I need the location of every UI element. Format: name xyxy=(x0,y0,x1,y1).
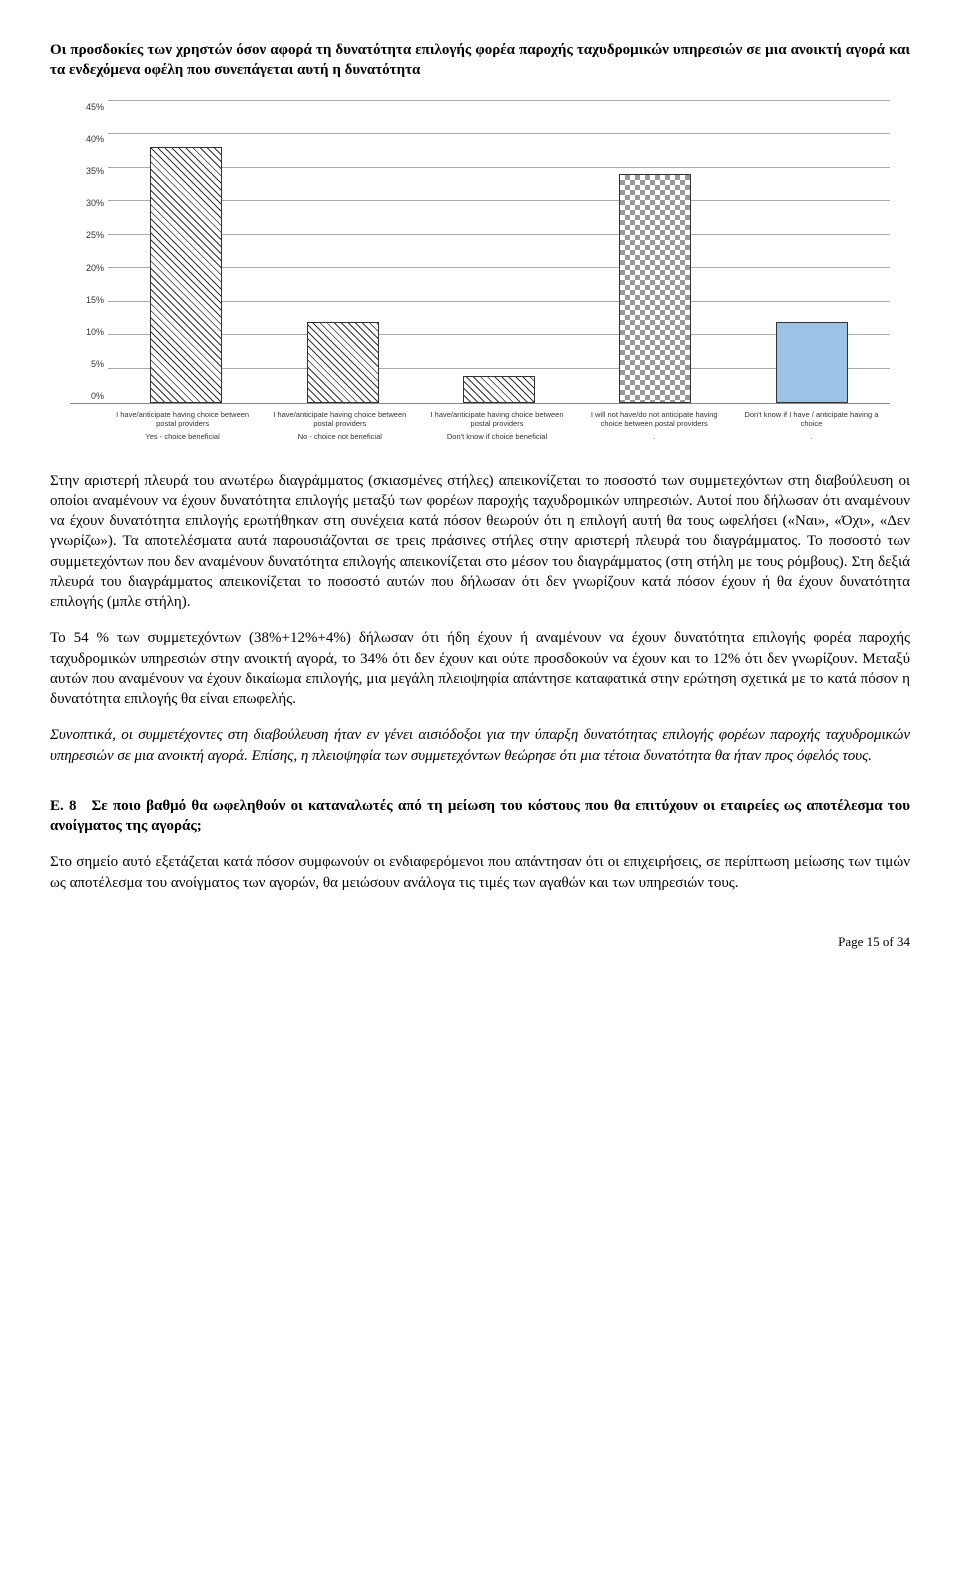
chart-container: 45% 40% 35% 30% 25% 20% 15% 10% 5% 0% I have/anti… xyxy=(50,101,910,441)
x-label-line2: No - choice not beneficial xyxy=(267,432,412,441)
x-tick-label: Don't know if I have / anticipate having… xyxy=(733,404,890,441)
gridline xyxy=(108,368,890,369)
x-label-line1: I have/anticipate having choice between … xyxy=(267,410,412,428)
y-tick-label: 5% xyxy=(91,358,104,370)
x-label-line1: Don't know if I have / anticipate having… xyxy=(739,410,884,428)
gridline xyxy=(108,234,890,235)
x-label-line1: I have/anticipate having choice between … xyxy=(424,410,569,428)
gridline xyxy=(108,167,890,168)
x-tick-label: I have/anticipate having choice between … xyxy=(418,404,575,441)
y-tick-label: 20% xyxy=(86,262,104,274)
gridline xyxy=(108,334,890,335)
x-label-line1: I have/anticipate having choice between … xyxy=(110,410,255,428)
x-axis: I have/anticipate having choice between … xyxy=(70,404,890,441)
paragraph-3-summary: Συνοπτικά, οι συμμετέχοντες στη διαβούλε… xyxy=(50,725,910,766)
gridline xyxy=(108,200,890,201)
gridline xyxy=(108,301,890,302)
x-tick-label: I have/anticipate having choice between … xyxy=(104,404,261,441)
y-axis: 45% 40% 35% 30% 25% 20% 15% 10% 5% 0% xyxy=(70,101,108,403)
section-heading-e8: Ε. 8 Σε ποιο βαθμό θα ωφεληθούν οι καταν… xyxy=(50,796,910,837)
x-label-line1: I will not have/do not anticipate having… xyxy=(582,410,727,428)
y-tick-label: 45% xyxy=(86,101,104,113)
gridline xyxy=(108,100,890,101)
bar-chart: 45% 40% 35% 30% 25% 20% 15% 10% 5% 0% I have/anti… xyxy=(70,101,890,441)
chart-bar xyxy=(307,322,379,403)
chart-bar xyxy=(619,174,691,402)
paragraph-4: Στο σημείο αυτό εξετάζεται κατά πόσον συ… xyxy=(50,852,910,893)
y-tick-label: 10% xyxy=(86,326,104,338)
gridline xyxy=(108,267,890,268)
chart-bar xyxy=(463,376,535,403)
x-label-line2: . xyxy=(582,432,727,441)
paragraph-1: Στην αριστερή πλευρά του ανωτέρω διαγράμ… xyxy=(50,471,910,613)
y-tick-label: 35% xyxy=(86,165,104,177)
x-label-line2: Don't know if choice beneficial xyxy=(424,432,569,441)
gridline xyxy=(108,133,890,134)
y-tick-label: 40% xyxy=(86,133,104,145)
page-title: Οι προσδοκίες των χρηστών όσον αφορά τη … xyxy=(50,40,910,81)
y-tick-label: 15% xyxy=(86,294,104,306)
x-tick-label: I will not have/do not anticipate having… xyxy=(576,404,733,441)
chart-bar xyxy=(150,147,222,402)
page-number: Page 15 of 34 xyxy=(50,933,910,951)
x-label-line2: Yes - choice beneficial xyxy=(110,432,255,441)
chart-grid xyxy=(108,101,890,403)
x-tick-label: I have/anticipate having choice between … xyxy=(261,404,418,441)
y-tick-label: 0% xyxy=(91,390,104,402)
paragraph-2: Το 54 % των συμμετεχόντων (38%+12%+4%) δ… xyxy=(50,628,910,709)
chart-bar xyxy=(776,322,848,403)
y-tick-label: 30% xyxy=(86,197,104,209)
x-label-line2: . xyxy=(739,432,884,441)
y-tick-label: 25% xyxy=(86,229,104,241)
